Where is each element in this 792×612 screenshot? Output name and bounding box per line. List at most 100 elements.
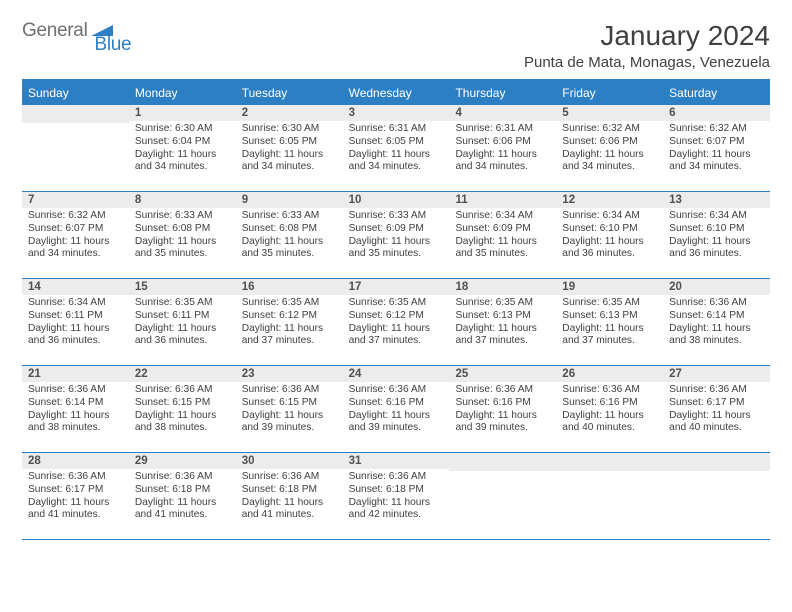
cell-body: Sunrise: 6:36 AMSunset: 6:17 PMDaylight:… (22, 469, 129, 526)
calendar-cell: 26Sunrise: 6:36 AMSunset: 6:16 PMDayligh… (556, 366, 663, 452)
calendar-cell: 7Sunrise: 6:32 AMSunset: 6:07 PMDaylight… (22, 192, 129, 278)
calendar-cell: 24Sunrise: 6:36 AMSunset: 6:16 PMDayligh… (343, 366, 450, 452)
daylight-text: and 34 minutes. (669, 161, 764, 174)
day-number: 9 (236, 192, 343, 208)
day-number: 5 (556, 105, 663, 121)
day-number: 15 (129, 279, 236, 295)
day-header-row: Sunday Monday Tuesday Wednesday Thursday… (22, 81, 770, 105)
daylight-text: Daylight: 11 hours (562, 323, 657, 336)
day-number: 13 (663, 192, 770, 208)
cell-body: Sunrise: 6:35 AMSunset: 6:12 PMDaylight:… (236, 295, 343, 352)
day-number: 23 (236, 366, 343, 382)
cell-body: Sunrise: 6:36 AMSunset: 6:17 PMDaylight:… (663, 382, 770, 439)
day-number: 1 (129, 105, 236, 121)
sunset-text: Sunset: 6:08 PM (242, 223, 337, 236)
sunrise-text: Sunrise: 6:36 AM (242, 384, 337, 397)
daylight-text: Daylight: 11 hours (28, 497, 123, 510)
sunset-text: Sunset: 6:18 PM (242, 484, 337, 497)
daylight-text: Daylight: 11 hours (455, 410, 550, 423)
daylight-text: Daylight: 11 hours (28, 236, 123, 249)
sunrise-text: Sunrise: 6:31 AM (455, 123, 550, 136)
sunset-text: Sunset: 6:07 PM (669, 136, 764, 149)
day-number: 18 (449, 279, 556, 295)
sunset-text: Sunset: 6:18 PM (135, 484, 230, 497)
daylight-text: and 38 minutes. (669, 335, 764, 348)
cell-body: Sunrise: 6:34 AMSunset: 6:10 PMDaylight:… (663, 208, 770, 265)
calendar-cell: 18Sunrise: 6:35 AMSunset: 6:13 PMDayligh… (449, 279, 556, 365)
sunset-text: Sunset: 6:06 PM (562, 136, 657, 149)
daylight-text: and 37 minutes. (455, 335, 550, 348)
cell-body: Sunrise: 6:36 AMSunset: 6:18 PMDaylight:… (129, 469, 236, 526)
week-row: 7Sunrise: 6:32 AMSunset: 6:07 PMDaylight… (22, 192, 770, 279)
cell-body: Sunrise: 6:36 AMSunset: 6:14 PMDaylight:… (22, 382, 129, 439)
daylight-text: Daylight: 11 hours (669, 410, 764, 423)
cell-body: Sunrise: 6:36 AMSunset: 6:18 PMDaylight:… (343, 469, 450, 526)
cell-body: Sunrise: 6:36 AMSunset: 6:14 PMDaylight:… (663, 295, 770, 352)
sunset-text: Sunset: 6:11 PM (28, 310, 123, 323)
cell-body: Sunrise: 6:34 AMSunset: 6:11 PMDaylight:… (22, 295, 129, 352)
sunrise-text: Sunrise: 6:34 AM (28, 297, 123, 310)
daylight-text: and 35 minutes. (349, 248, 444, 261)
calendar-cell: 13Sunrise: 6:34 AMSunset: 6:10 PMDayligh… (663, 192, 770, 278)
sunset-text: Sunset: 6:05 PM (349, 136, 444, 149)
day-number: 30 (236, 453, 343, 469)
day-number: 19 (556, 279, 663, 295)
daylight-text: Daylight: 11 hours (455, 323, 550, 336)
daylight-text: and 35 minutes. (455, 248, 550, 261)
daylight-text: and 36 minutes. (669, 248, 764, 261)
daylight-text: Daylight: 11 hours (349, 323, 444, 336)
calendar-cell: 27Sunrise: 6:36 AMSunset: 6:17 PMDayligh… (663, 366, 770, 452)
calendar-cell: 11Sunrise: 6:34 AMSunset: 6:09 PMDayligh… (449, 192, 556, 278)
daylight-text: and 39 minutes. (349, 422, 444, 435)
dayhead-mon: Monday (129, 81, 236, 105)
sunset-text: Sunset: 6:06 PM (455, 136, 550, 149)
daylight-text: Daylight: 11 hours (242, 497, 337, 510)
daylight-text: and 34 minutes. (455, 161, 550, 174)
header: General Blue January 2024 Punta de Mata,… (22, 20, 770, 71)
cell-body: Sunrise: 6:36 AMSunset: 6:16 PMDaylight:… (556, 382, 663, 439)
sunrise-text: Sunrise: 6:36 AM (455, 384, 550, 397)
cell-body: Sunrise: 6:34 AMSunset: 6:09 PMDaylight:… (449, 208, 556, 265)
week-row: 14Sunrise: 6:34 AMSunset: 6:11 PMDayligh… (22, 279, 770, 366)
day-number: 2 (236, 105, 343, 121)
daylight-text: Daylight: 11 hours (135, 149, 230, 162)
dayhead-fri: Friday (556, 81, 663, 105)
day-number (22, 105, 129, 123)
sunrise-text: Sunrise: 6:31 AM (349, 123, 444, 136)
daylight-text: and 36 minutes. (135, 335, 230, 348)
sunrise-text: Sunrise: 6:36 AM (242, 471, 337, 484)
day-number: 24 (343, 366, 450, 382)
day-number: 17 (343, 279, 450, 295)
calendar-cell: 5Sunrise: 6:32 AMSunset: 6:06 PMDaylight… (556, 105, 663, 191)
daylight-text: Daylight: 11 hours (669, 149, 764, 162)
calendar-cell (22, 105, 129, 191)
cell-body (556, 471, 663, 531)
calendar-cell (663, 453, 770, 539)
calendar-cell: 12Sunrise: 6:34 AMSunset: 6:10 PMDayligh… (556, 192, 663, 278)
cell-body: Sunrise: 6:35 AMSunset: 6:11 PMDaylight:… (129, 295, 236, 352)
day-number: 7 (22, 192, 129, 208)
calendar-cell: 30 Sunrise: 6:36 AMSunset: 6:18 PMDayligh… (236, 453, 343, 539)
cell-body: Sunrise: 6:30 AMSunset: 6:04 PMDaylight:… (129, 121, 236, 178)
calendar-cell: 16Sunrise: 6:35 AMSunset: 6:12 PMDayligh… (236, 279, 343, 365)
cell-body: Sunrise: 6:32 AMSunset: 6:07 PMDaylight:… (663, 121, 770, 178)
logo: General Blue (22, 20, 131, 42)
day-number: 20 (663, 279, 770, 295)
cell-body: Sunrise: 6:31 AMSunset: 6:06 PMDaylight:… (449, 121, 556, 178)
sunset-text: Sunset: 6:04 PM (135, 136, 230, 149)
daylight-text: Daylight: 11 hours (455, 149, 550, 162)
day-number: 26 (556, 366, 663, 382)
calendar-cell: 23Sunrise: 6:36 AMSunset: 6:15 PMDayligh… (236, 366, 343, 452)
daylight-text: and 34 minutes. (242, 161, 337, 174)
day-number: 27 (663, 366, 770, 382)
daylight-text: and 37 minutes. (242, 335, 337, 348)
sunrise-text: Sunrise: 6:30 AM (242, 123, 337, 136)
sunrise-text: Sunrise: 6:35 AM (135, 297, 230, 310)
sunrise-text: Sunrise: 6:36 AM (669, 384, 764, 397)
sunrise-text: Sunrise: 6:33 AM (349, 210, 444, 223)
calendar-cell: 14Sunrise: 6:34 AMSunset: 6:11 PMDayligh… (22, 279, 129, 365)
weeks-container: 1Sunrise: 6:30 AMSunset: 6:04 PMDaylight… (22, 105, 770, 540)
cell-body: Sunrise: 6:33 AMSunset: 6:08 PMDaylight:… (129, 208, 236, 265)
cell-body: Sunrise: 6:35 AMSunset: 6:12 PMDaylight:… (343, 295, 450, 352)
daylight-text: Daylight: 11 hours (562, 410, 657, 423)
